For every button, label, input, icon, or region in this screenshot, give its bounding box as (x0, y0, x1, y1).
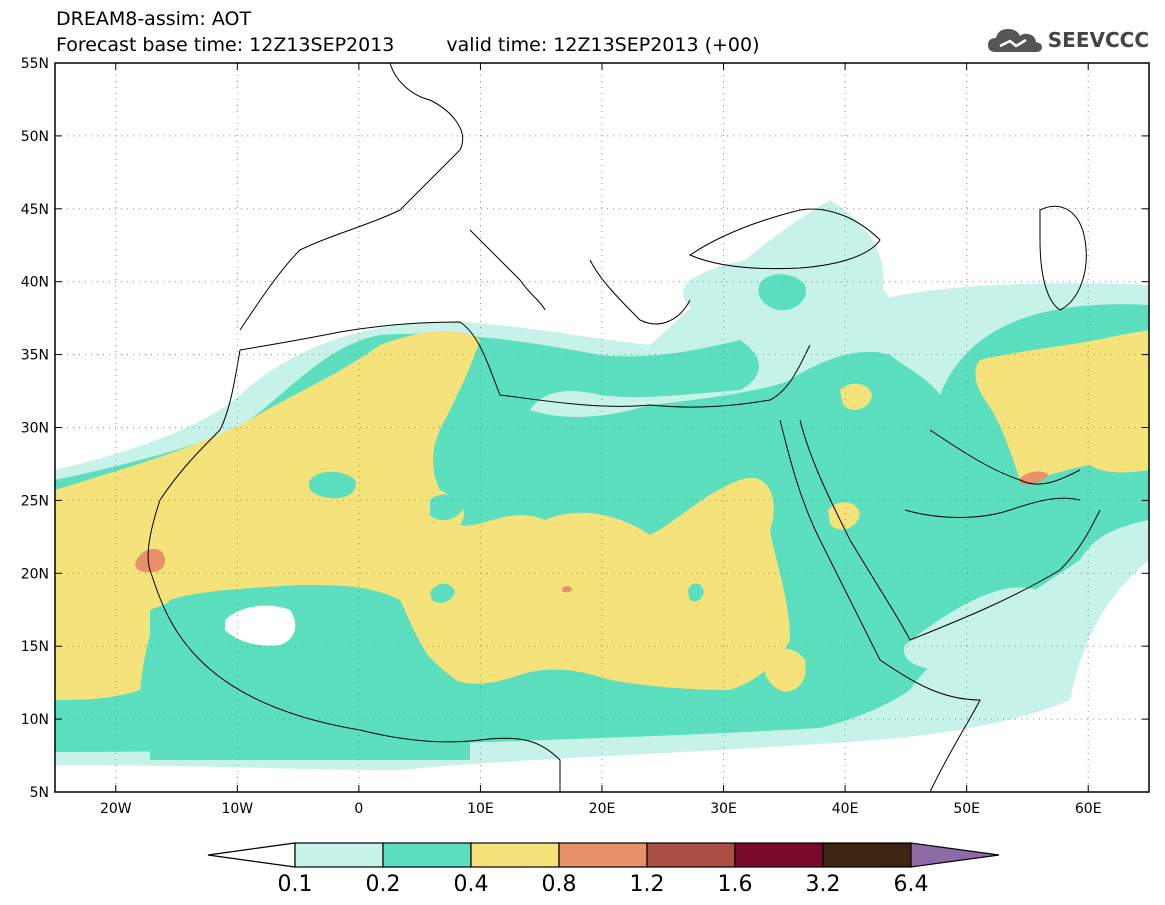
lat-label-3: 40N (21, 275, 49, 291)
valid-time: valid time: 12Z13SEP2013 (+00) (446, 34, 760, 56)
colorbar-under-arrow (207, 842, 296, 868)
time-info: Forecast base time: 12Z13SEP2013 valid ti… (56, 34, 760, 56)
coastline-arabian-peninsula (904, 497, 1081, 518)
coastline-red-sea (779, 419, 881, 661)
base-time: Forecast base time: 12Z13SEP2013 (56, 34, 395, 56)
lat-label-4: 35N (21, 348, 49, 364)
lon-label-4: 20E (589, 801, 616, 817)
lat-label-8: 15N (21, 639, 49, 655)
colorbar-swatch-2 (470, 842, 560, 868)
seevccc-logo: SEEVCCC (986, 24, 1149, 56)
lat-label-10: 5N (30, 785, 49, 801)
colorbar-label-3: 0.8 (541, 872, 577, 897)
logo-text: SEEVCCC (1047, 28, 1149, 52)
aot-contour-0.8-senegal (135, 548, 166, 573)
aot-contour-0.2-turkey (758, 274, 806, 311)
coastline-caspian (1039, 205, 1087, 311)
lon-label-6: 40E (832, 801, 859, 817)
coastline-italy (469, 229, 546, 311)
aot-contour-0.8-chad (562, 586, 572, 593)
coastline-arabia (799, 419, 1101, 641)
aot-contour-0.4-east (975, 330, 1149, 480)
colorbar-label-2: 0.4 (453, 872, 489, 897)
aot-contour-0.4-west (55, 330, 790, 700)
aot-field (55, 200, 1149, 770)
lon-label-0: 20W (100, 801, 132, 817)
colorbar-swatch-4 (646, 842, 736, 868)
coastline-europe (239, 63, 464, 331)
cloud-icon (987, 29, 1042, 52)
lat-label-7: 20N (21, 566, 49, 582)
coastlines (147, 63, 1101, 792)
aot-contour-0.2-patch-c (430, 583, 455, 603)
lon-label-1: 10W (221, 801, 253, 817)
lon-label-5: 30E (710, 801, 737, 817)
coastline-persian-gulf (929, 429, 1081, 485)
aot-contour-0.2-patch-d (688, 583, 704, 602)
lat-label-0: 55N (21, 56, 49, 72)
aot-contour-0.4-patch-a (840, 383, 872, 410)
colorbar-label-1: 0.2 (365, 872, 401, 897)
colorbar (207, 842, 1000, 868)
lat-label-5: 30N (21, 421, 49, 437)
lon-label-8: 60E (1075, 801, 1102, 817)
aot-contour-0.2-patch-b (430, 494, 465, 521)
lat-label-2: 45N (21, 202, 49, 218)
coastline-n-africa (239, 321, 811, 408)
map-title: DREAM8-assim: AOT (56, 8, 252, 30)
aot-contour-0.8-gulf (1020, 471, 1048, 485)
lat-label-1: 50N (21, 129, 49, 145)
lat-label-6: 25N (21, 493, 49, 509)
colorbar-label-5: 1.6 (717, 872, 753, 897)
colorbar-swatch-0 (294, 842, 384, 868)
coastline-horn (879, 659, 981, 792)
aot-contour-0.4-patch-c (764, 648, 806, 692)
colorbar-label-4: 1.2 (629, 872, 665, 897)
axis-tick-labels: 20W 10W 0 10E 20E 30E 40E 50E 60E 55N 50N 45N 40N 35N… (21, 56, 1102, 817)
colorbar-swatch-3 (558, 842, 648, 868)
aot-contour-0.4-patch-b (828, 502, 860, 530)
lon-label-7: 50E (953, 801, 980, 817)
coastline-greece (589, 259, 691, 325)
colorbar-over-arrow (910, 842, 1000, 868)
colorbar-swatch-5 (734, 842, 824, 868)
lon-label-3: 10E (467, 801, 494, 817)
colorbar-swatch-6 (822, 842, 912, 868)
coastline-black-sea (688, 208, 881, 270)
axis-ticks (55, 62, 1149, 793)
colorbar-label-0: 0.1 (277, 872, 313, 897)
coastline-gulf-of-guinea (359, 729, 561, 792)
colorbar-label-7: 6.4 (893, 872, 929, 897)
aot-contour-0.1-inner (904, 587, 1075, 670)
colorbar-swatch-1 (382, 842, 472, 868)
aot-contour-0.2-patch (308, 471, 356, 499)
lat-label-9: 10N (21, 712, 49, 728)
aot-below-0.1 (225, 605, 296, 646)
coastline-w-africa (147, 349, 361, 731)
colorbar-label-6: 3.2 (805, 872, 841, 897)
lon-label-2: 0 (354, 801, 363, 817)
